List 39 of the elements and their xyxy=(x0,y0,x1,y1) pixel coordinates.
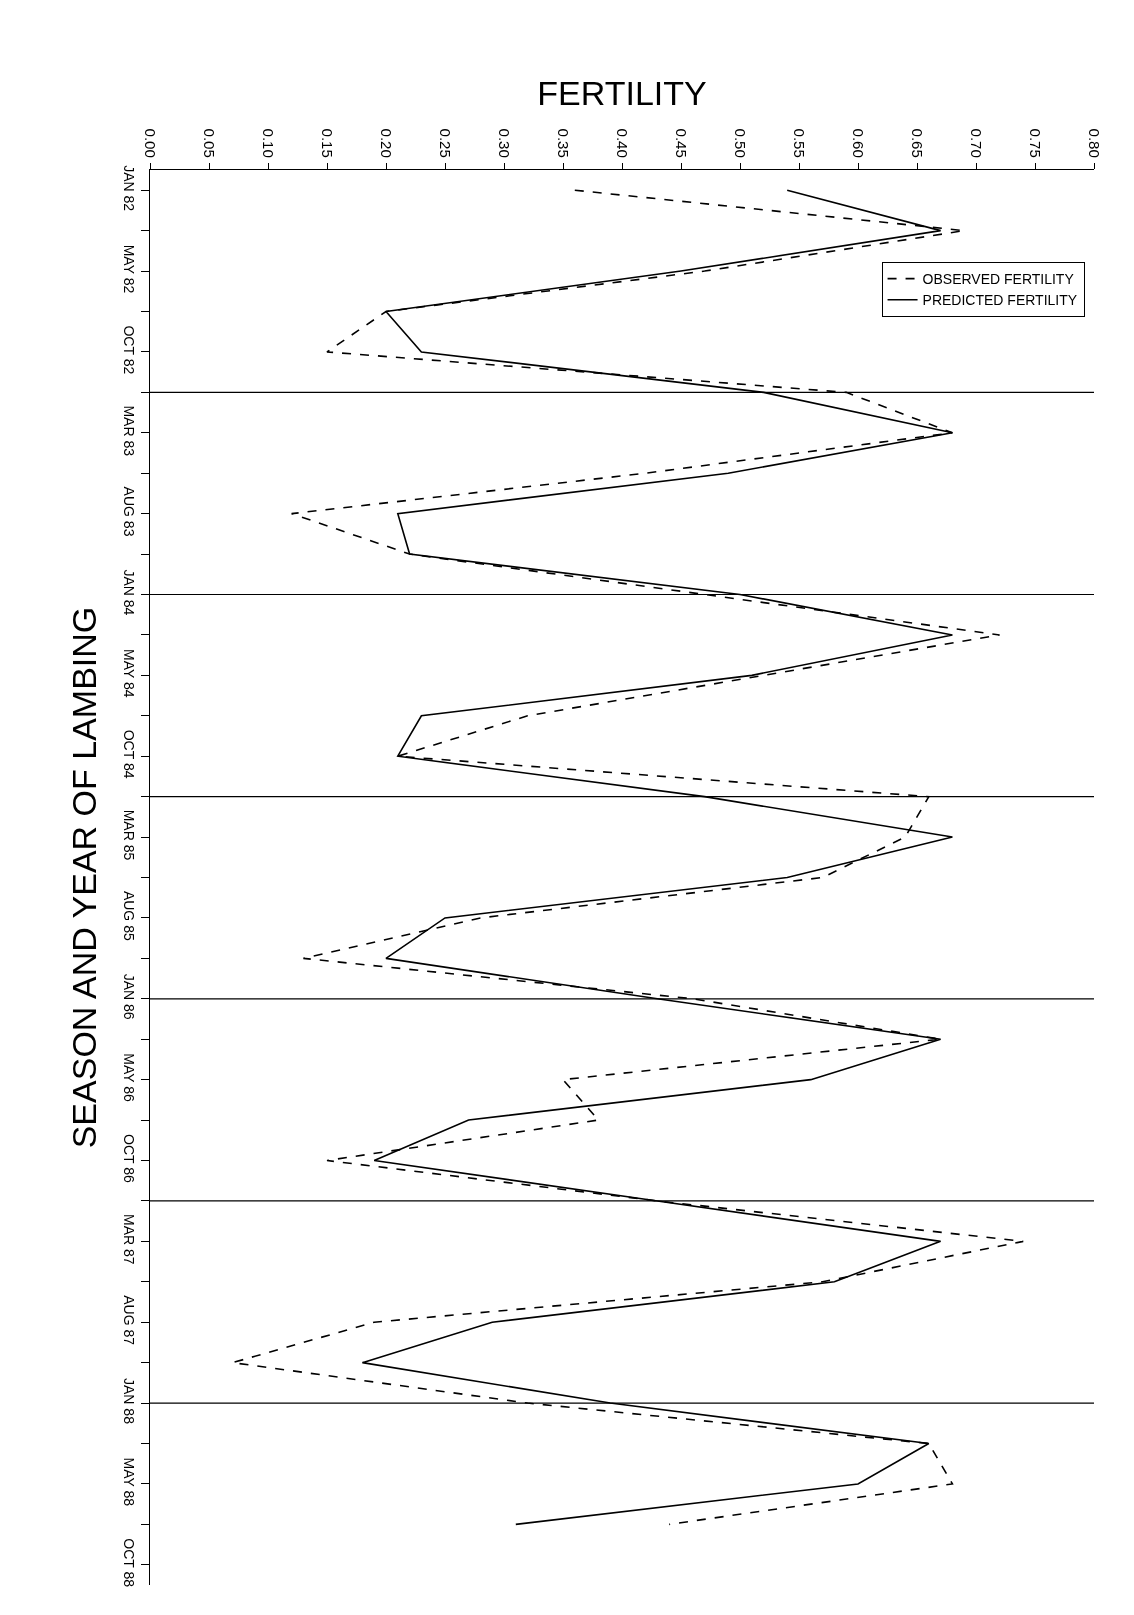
y-tick-label: MAR 85 xyxy=(121,809,138,861)
x-tick-label: 0.15 xyxy=(319,128,337,158)
y-tick-label: OCT 82 xyxy=(121,325,138,375)
legend-label: OBSERVED FERTILITY xyxy=(922,271,1075,288)
y-tick-label: MAY 82 xyxy=(121,244,138,294)
x-tick-label: 0.80 xyxy=(1086,128,1104,158)
x-tick-label: 0.55 xyxy=(791,128,809,158)
x-tick-label: 0.65 xyxy=(909,128,927,158)
y-tick-label: JAN 86 xyxy=(121,973,138,1020)
x-tick-label: 0.30 xyxy=(496,128,514,158)
y-tick-label: AUG 83 xyxy=(121,486,138,537)
x-tick-label: 0.25 xyxy=(437,128,455,158)
x-tick-label: 0.75 xyxy=(1027,128,1045,158)
legend-label: PREDICTED FERTILITY xyxy=(922,292,1078,309)
y-tick-label: JAN 84 xyxy=(121,569,138,616)
y-tick-label: OCT 86 xyxy=(121,1134,138,1183)
x-tick-label: 0.45 xyxy=(673,128,691,158)
y-tick-label: OCT 84 xyxy=(121,729,138,779)
x-tick-label: 0.35 xyxy=(555,128,573,158)
y-tick-label: MAR 83 xyxy=(121,405,138,457)
y-tick-label: AUG 87 xyxy=(121,1295,138,1346)
x-tick-label: 0.00 xyxy=(142,128,160,158)
x-axis-title: FERTILITY xyxy=(537,74,707,113)
x-tick-label: 0.10 xyxy=(260,128,278,158)
x-tick-label: 0.60 xyxy=(850,128,868,158)
y-tick-label: OCT 88 xyxy=(121,1538,138,1588)
y-tick-label: AUG 85 xyxy=(121,890,138,941)
y-tick-label: MAY 88 xyxy=(121,1457,138,1507)
x-tick-label: 0.20 xyxy=(378,128,396,158)
y-tick-label: MAY 84 xyxy=(121,649,138,698)
x-tick-label: 0.05 xyxy=(201,128,219,158)
x-tick-label: 0.40 xyxy=(614,128,632,158)
y-tick-label: JAN 82 xyxy=(121,165,138,212)
y-tick-label: MAY 86 xyxy=(121,1053,138,1102)
y-axis-title: SEASON AND YEAR OF LAMBING xyxy=(64,606,103,1149)
x-tick-label: 0.50 xyxy=(732,128,750,158)
y-tick-label: MAR 87 xyxy=(121,1213,138,1265)
y-tick-label: JAN 88 xyxy=(121,1378,138,1425)
x-tick-label: 0.70 xyxy=(968,128,986,158)
